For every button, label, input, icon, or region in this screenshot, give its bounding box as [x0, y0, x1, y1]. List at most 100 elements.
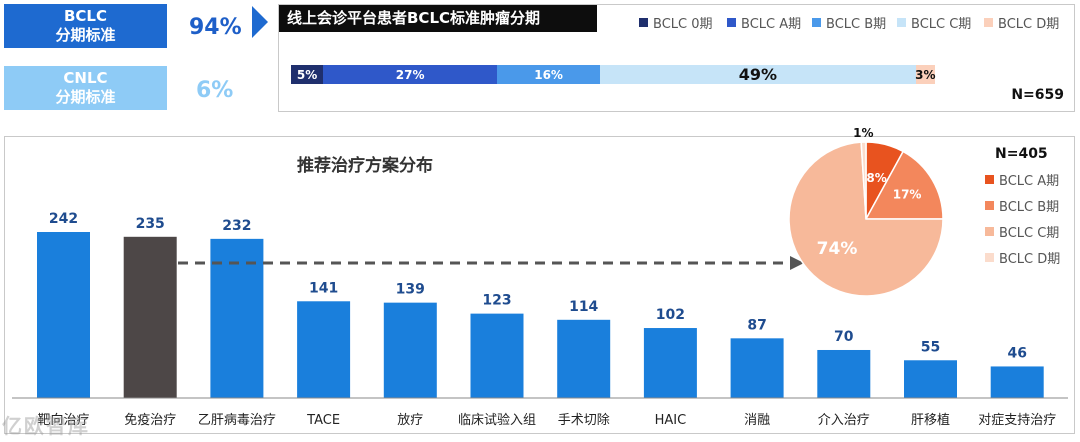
legend-label-bclc0: BCLC 0期: [653, 17, 713, 32]
pie-label-3: 1%: [853, 126, 873, 140]
pie-slice-1: [864, 150, 944, 220]
stage-segment-label-1: 27%: [395, 67, 425, 82]
bar-category-label-0: 靶向治疗: [37, 412, 89, 428]
legend-label-bclca: BCLC A期: [741, 17, 802, 32]
stage-segment-label-0: 5%: [296, 67, 318, 82]
bar-value-label-1: 235: [136, 216, 165, 232]
pie-legend-label-a: BCLC A期: [999, 174, 1060, 189]
bar-5: [470, 313, 524, 398]
bar-value-label-4: 139: [396, 282, 425, 298]
legend-swatch-bclcb: [812, 18, 821, 27]
legend-item-bclca: BCLC A期: [727, 13, 801, 32]
connector-arrowhead-icon: [790, 256, 804, 270]
pie-legend-label-d: BCLC D期: [999, 252, 1061, 267]
cnlc-standard-line1: CNLC: [63, 69, 108, 87]
bar-2: [210, 238, 264, 398]
stage-segment-label-2: 16%: [534, 67, 563, 82]
pie-legend-swatch-d: [985, 253, 994, 262]
bclc-standard-line2: 分期标准: [55, 26, 116, 44]
bar-4: [383, 302, 437, 398]
pie-label-0: 8%: [866, 171, 886, 185]
stage-distribution-panel: 线上会诊平台患者BCLC标准肿瘤分期 BCLC 0期 BCLC A期 BCLC …: [278, 4, 1075, 112]
cnlc-standard-box: CNLC 分期标准: [4, 66, 167, 110]
watermark-logo: 亿欧智库: [2, 410, 90, 439]
bar-value-label-9: 70: [834, 329, 854, 345]
bar-value-label-2: 232: [222, 218, 251, 234]
bar-11: [990, 366, 1044, 398]
bar-8: [730, 338, 784, 398]
legend-item-bclcb: BCLC B期: [812, 13, 886, 32]
bar-3: [297, 301, 351, 398]
bar-category-label-4: 放疗: [397, 413, 423, 428]
stage-n-label: N=659: [1011, 87, 1064, 103]
bar-category-label-7: HAIC: [655, 413, 687, 428]
pie-slice-2: [788, 141, 944, 297]
pie-legend-item-c: BCLC C期: [985, 222, 1059, 241]
stage-segment-2: 16%: [497, 65, 601, 84]
bar-value-label-3: 141: [309, 280, 338, 296]
legend-swatch-bclcc: [897, 18, 906, 27]
bclc-standard-line1: BCLC: [63, 7, 107, 25]
pie-label-1: 17%: [893, 188, 922, 202]
bar-value-label-8: 87: [747, 317, 766, 333]
stage-segment-3: 49%: [600, 65, 916, 84]
bar-value-label-5: 123: [482, 293, 511, 309]
stage-segment-4: 3%: [915, 65, 936, 84]
pie-legend-swatch-b: [985, 201, 994, 210]
pie-label-2: 74%: [817, 239, 858, 259]
stage-segment-label-3: 49%: [738, 65, 778, 84]
stage-legend: BCLC 0期 BCLC A期 BCLC B期 BCLC C期 BCLC D期: [639, 13, 1069, 32]
legend-swatch-bclc0: [639, 18, 648, 27]
pie-legend-label-c: BCLC C期: [999, 226, 1060, 241]
bar-category-label-2: 乙肝病毒治疗: [198, 413, 276, 428]
cnlc-standard-percent: 6%: [196, 78, 234, 103]
bar-category-label-6: 手术切除: [558, 413, 610, 428]
bar-6: [557, 319, 611, 398]
pie-legend-item-b: BCLC B期: [985, 196, 1059, 215]
bclc-standard-percent: 94%: [189, 15, 242, 40]
bar-category-label-9: 介入治疗: [818, 413, 870, 428]
bar-value-label-7: 102: [656, 307, 685, 323]
treatment-n-label: N=405: [995, 146, 1048, 162]
bar-value-label-6: 114: [569, 299, 598, 315]
legend-swatch-bclcd: [984, 18, 993, 27]
pie-slice-3: [860, 141, 867, 220]
bar-category-label-3: TACE: [306, 413, 340, 428]
stage-stacked-bar: 5% 27% 16% 49% 3%: [291, 65, 936, 84]
bar-value-label-0: 242: [49, 211, 78, 227]
treatment-panel-title: 推荐治疗方案分布: [297, 156, 433, 176]
pie-legend-item-d: BCLC D期: [985, 248, 1060, 267]
pie-legend-swatch-a: [985, 175, 994, 184]
bar-0: [37, 232, 90, 398]
pointer-arrow-icon: [252, 6, 268, 38]
bar-category-label-10: 肝移植: [911, 413, 950, 428]
bar-category-label-8: 消融: [744, 413, 770, 428]
stage-segment-label-4: 3%: [915, 67, 936, 82]
pie-legend-label-b: BCLC B期: [999, 200, 1060, 215]
legend-label-bclcd: BCLC D期: [998, 17, 1060, 32]
cnlc-standard-line2: 分期标准: [55, 88, 116, 106]
bar-category-label-5: 临床试验入组: [458, 412, 536, 428]
bar-value-label-11: 46: [1007, 345, 1026, 361]
stage-segment-0: 5%: [291, 65, 324, 84]
bar-10: [904, 360, 957, 398]
stage-panel-title: 线上会诊平台患者BCLC标准肿瘤分期: [279, 5, 597, 32]
legend-item-bclcd: BCLC D期: [984, 13, 1059, 32]
bar-1: [123, 236, 177, 398]
pie-legend: BCLC A期 BCLC B期 BCLC C期 BCLC D期: [985, 170, 1075, 270]
legend-item-bclc0: BCLC 0期: [639, 13, 713, 32]
pie-legend-item-a: BCLC A期: [985, 170, 1059, 189]
bar-7: [643, 328, 697, 398]
stage-segment-1: 27%: [323, 65, 498, 84]
pie-legend-swatch-c: [985, 227, 994, 236]
bar-value-label-10: 55: [921, 339, 940, 355]
bar-9: [817, 349, 871, 398]
watermark-text: 亿欧智库: [2, 414, 90, 438]
bar-category-label-11: 对症支持治疗: [978, 413, 1056, 428]
legend-label-bclcb: BCLC B期: [826, 17, 887, 32]
bclc-standard-box: BCLC 分期标准: [4, 4, 167, 48]
legend-item-bclcc: BCLC C期: [897, 13, 971, 32]
bar-category-label-1: 免疫治疗: [124, 412, 176, 428]
legend-swatch-bclca: [727, 18, 736, 27]
